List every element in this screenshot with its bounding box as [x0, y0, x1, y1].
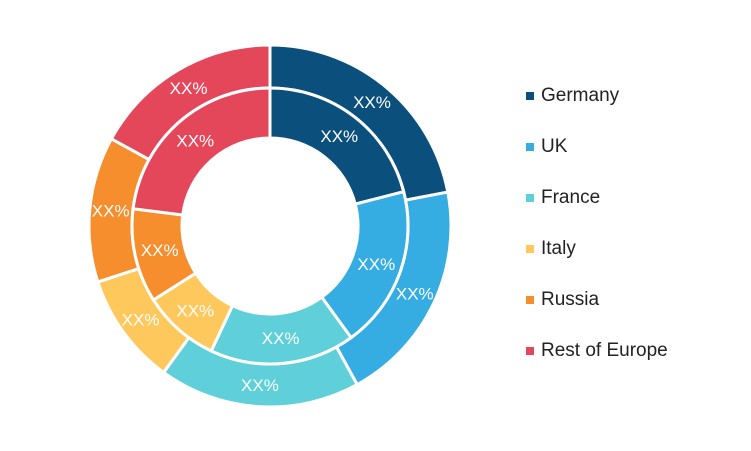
- legend-item-germany: Germany: [526, 70, 668, 121]
- legend-swatch-russia: [526, 295, 534, 304]
- inner-label-rest-of-europe: XX%: [176, 132, 214, 151]
- outer-label-russia: XX%: [92, 201, 130, 220]
- inner-label-france: XX%: [262, 329, 300, 348]
- outer-label-rest-of-europe: XX%: [170, 79, 208, 98]
- inner-label-uk: XX%: [357, 255, 395, 274]
- legend-label-russia: Russia: [541, 288, 600, 310]
- legend-swatch-uk: [526, 142, 534, 151]
- legend-label-france: France: [541, 186, 601, 208]
- outer-label-italy: XX%: [122, 311, 160, 330]
- legend-label-italy: Italy: [541, 237, 576, 259]
- inner-label-russia: XX%: [141, 241, 179, 260]
- legend-swatch-france: [526, 193, 534, 202]
- outer-label-france: XX%: [241, 376, 279, 395]
- legend-swatch-rest-of-europe: [526, 346, 534, 355]
- legend-item-france: France: [526, 172, 668, 223]
- donut-slices: [87, 43, 453, 409]
- legend-swatch-germany: [526, 91, 534, 100]
- legend-item-rest-of-europe: Rest of Europe: [526, 325, 668, 376]
- donut-labels: XX%XX%XX%XX%XX%XX%XX%XX%XX%XX%XX%XX%: [92, 79, 434, 395]
- outer-label-germany: XX%: [353, 93, 391, 112]
- legend-label-germany: Germany: [541, 84, 620, 106]
- inner-label-italy: XX%: [176, 301, 214, 320]
- legend-swatch-italy: [526, 244, 534, 253]
- legend-label-uk: UK: [541, 135, 568, 157]
- legend-item-italy: Italy: [526, 223, 668, 274]
- inner-slice-rest-of-europe: [131, 86, 272, 217]
- legend-item-russia: Russia: [526, 274, 668, 325]
- legend-label-rest-of-europe: Rest of Europe: [541, 339, 668, 361]
- inner-label-germany: XX%: [320, 127, 358, 146]
- legend: Germany UK France Italy Russia Rest of E…: [526, 70, 668, 376]
- outer-label-uk: XX%: [396, 285, 434, 304]
- legend-item-uk: UK: [526, 121, 668, 172]
